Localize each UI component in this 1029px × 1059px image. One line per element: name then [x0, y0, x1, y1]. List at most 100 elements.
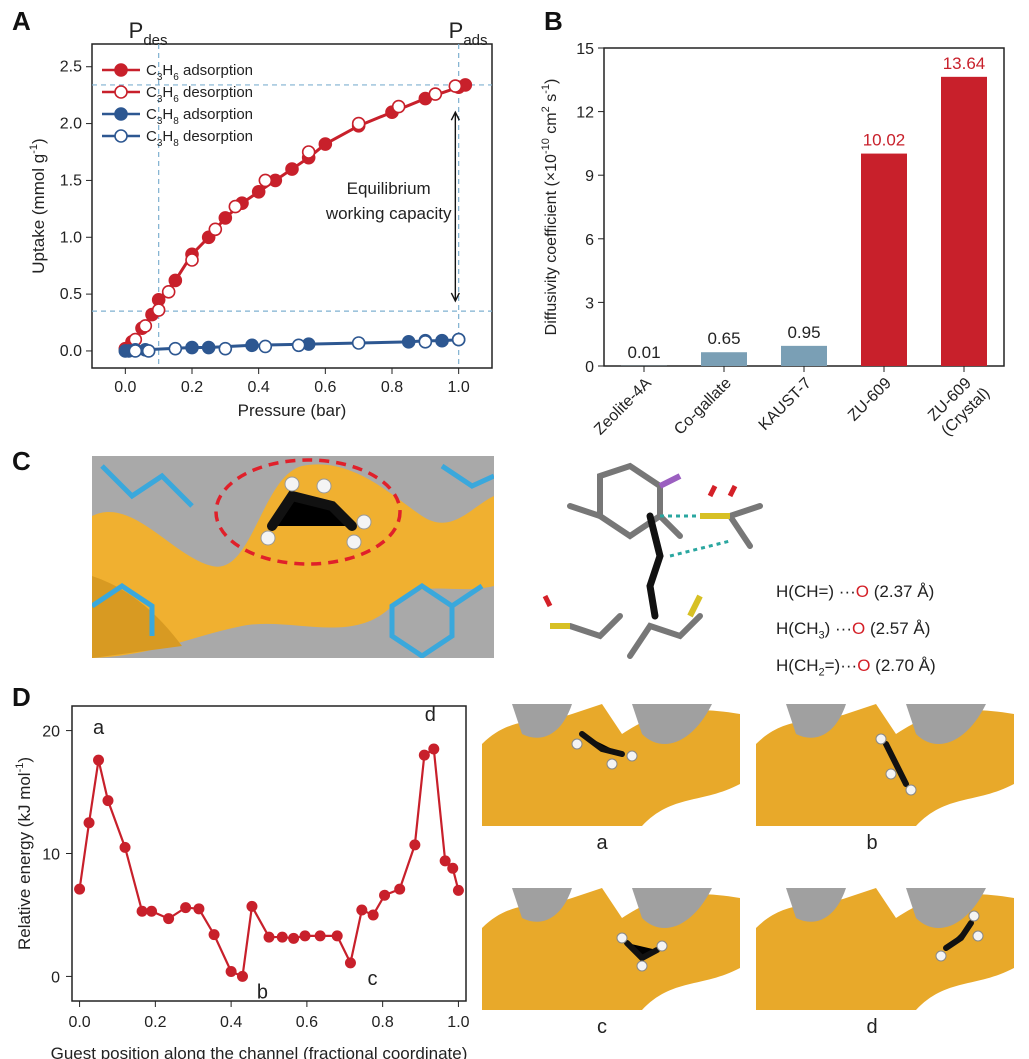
legend-label-0: C3H6 adsorption: [146, 62, 253, 83]
y-title-g: ): [543, 79, 560, 84]
series-0-point-8: [218, 211, 233, 225]
snapshot-d-drawing: [756, 888, 1014, 1010]
legend-label-3-s2: 8: [173, 138, 179, 149]
series-3-point-4: [258, 339, 273, 354]
category-label-2-main: KAUST-7: [756, 375, 815, 434]
snapshot-label-c: c: [597, 1016, 607, 1038]
y-axis-title-main: Relative energy (kJ mol: [15, 772, 34, 950]
series-2-point-8: [401, 335, 416, 349]
panel-label-d: D: [12, 682, 31, 712]
y-tick-label-1: 3: [585, 295, 594, 312]
legend-label-2-text: adsorption: [179, 106, 253, 123]
bar-value-label-4: 13.64: [943, 54, 986, 73]
y-title-a: Diffusivity coefficient (×10: [543, 154, 560, 335]
y-axis-title-main: Uptake (mmol g: [29, 154, 48, 274]
legend-label-0-h: H: [162, 62, 173, 79]
x-tick-label-5: 1.0: [447, 1014, 469, 1031]
hbond-list: H(CH=) ···O (2.37 Å) H(CH3) ···O (2.57 Å…: [776, 582, 936, 693]
snapshot-label-d: d: [866, 1016, 878, 1038]
x-axis-title: Pressure (bar): [238, 401, 347, 420]
energy-point-21: [356, 904, 368, 916]
energy-point-1: [83, 817, 95, 829]
legend-marker-0: [114, 63, 128, 77]
series-1-point-8: [301, 145, 316, 159]
series-1-point-6: [228, 199, 243, 214]
y-title-f: -1: [540, 84, 552, 94]
y-title-e: s: [543, 94, 560, 106]
snapshot-b-drawing: [756, 704, 1014, 826]
energy-point-24: [394, 883, 406, 895]
legend-label-3-s1: 3: [157, 138, 163, 149]
series-0-point-5: [168, 273, 183, 288]
panel-label-a: A: [12, 6, 31, 36]
energy-point-11: [225, 966, 237, 977]
y-tick-label-0: 0: [585, 359, 594, 376]
legend-label-2-s1: 3: [157, 116, 163, 127]
energy-point-18: [314, 930, 326, 942]
legend-label-0-s2: 6: [173, 72, 179, 83]
y-axis-title: Relative energy (kJ mol-1): [14, 757, 34, 950]
hbond-structure-drawing: [542, 462, 763, 659]
series-3-point-2: [168, 341, 183, 356]
energy-point-2: [93, 754, 105, 766]
p-ads-label: Pads: [449, 18, 488, 49]
legend-marker-2: [114, 107, 128, 121]
energy-point-4: [119, 841, 131, 853]
series-1-point-5: [208, 222, 223, 237]
x-tick-label-4: 0.8: [372, 1014, 394, 1031]
snapshot-label-a: a: [596, 832, 608, 854]
y-tick-label-5: 2.5: [60, 59, 82, 76]
hbond-row-3: H(CH2=)···O (2.70 Å): [776, 656, 936, 679]
legend-label-2-c: C: [146, 106, 157, 123]
y-tick-label-2: 1.0: [60, 229, 82, 246]
y-tick-label-1: 0.5: [60, 286, 82, 303]
y-title-b: -10: [540, 138, 552, 154]
series-1-point-10: [391, 99, 406, 114]
legend-label-1-text: desorption: [179, 84, 253, 101]
series-3-point-1: [141, 344, 156, 358]
x-tick-label-5: 1.0: [448, 379, 470, 396]
series-1-point-3: [161, 285, 176, 299]
y-title-d: 2: [540, 106, 552, 112]
bar-3: [861, 153, 907, 366]
series-2-point-10: [435, 333, 449, 348]
series-1-point-2: [151, 303, 166, 317]
y-tick-label-3: 9: [585, 168, 594, 185]
series-1-point-9: [351, 116, 366, 131]
channel-surface-image: [92, 456, 494, 658]
bar-1: [701, 352, 747, 366]
y-tick-label-3: 1.5: [60, 172, 82, 189]
series-2-point-6: [245, 338, 259, 353]
y-tick-label-2: 20: [42, 724, 60, 741]
series-3-point-7: [418, 335, 433, 349]
energy-point-25: [409, 839, 421, 851]
energy-point-16: [288, 932, 300, 944]
x-tick-label-2: 0.4: [248, 379, 270, 396]
x-tick-label-1: 0.2: [181, 379, 203, 396]
legend-label-2-s2: 8: [173, 116, 179, 127]
energy-point-29: [447, 862, 459, 874]
legend-label-1: C3H6 desorption: [146, 84, 253, 105]
plot-frame: [91, 43, 493, 369]
energy-point-15: [276, 931, 288, 943]
p-ads-main: P: [449, 18, 464, 43]
energy-point-3: [102, 795, 114, 807]
category-label-1: Co-gallate: [671, 375, 735, 439]
y-axis-title-sup: -1: [14, 763, 26, 773]
y-axis-title: Uptake (mmol g-1): [28, 138, 48, 273]
y-tick-label-5: 15: [576, 41, 594, 58]
y-title-c: cm: [543, 112, 560, 138]
series-2-point-5: [201, 340, 216, 355]
series-1-point-1: [138, 319, 153, 333]
bar-2: [781, 345, 827, 366]
snapshot-label-b: b: [866, 832, 878, 854]
legend-label-2: C3H8 adsorption: [146, 106, 253, 127]
legend-label-1-h: H: [162, 84, 173, 101]
legend-label-0-text: adsorption: [179, 62, 253, 79]
snapshot-c-drawing: [482, 888, 740, 1010]
snapshot-a-image: [482, 704, 740, 826]
hbond-row-2: H(CH3) ···O (2.57 Å): [776, 619, 931, 642]
channel-surface-drawing: [92, 456, 494, 658]
chart-d-energy: 0.0 0.2 0.4 0.6 0.8 1.0 0 10 20 Guest position al…: [14, 704, 470, 1059]
x-axis-title: Guest position along the channel (fracti…: [51, 1044, 468, 1059]
